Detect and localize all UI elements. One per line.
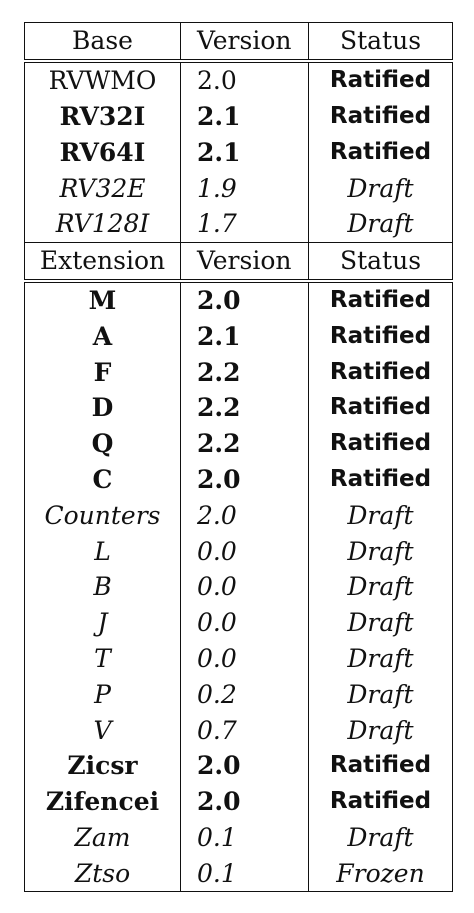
cell-status: Ratified	[309, 784, 453, 820]
cell-version: 2.0	[181, 497, 309, 533]
cell-version: 2.2	[181, 426, 309, 462]
cell-version: 2.2	[181, 354, 309, 390]
extension-row: C 2.0 Ratified	[25, 462, 453, 498]
cell-status: Ratified	[309, 462, 453, 498]
base-header-status: Status	[309, 23, 453, 61]
cell-name: T	[25, 641, 181, 677]
extension-row: B 0.0 Draft	[25, 569, 453, 605]
cell-version: 2.2	[181, 390, 309, 426]
cell-name: J	[25, 605, 181, 641]
cell-version: 2.0	[181, 61, 309, 99]
cell-version: 0.1	[181, 855, 309, 891]
extension-row: F 2.2 Ratified	[25, 354, 453, 390]
cell-status: Draft	[309, 712, 453, 748]
base-row: RV32E 1.9 Draft	[25, 170, 453, 206]
cell-version: 2.1	[181, 134, 309, 170]
extension-row: P 0.2 Draft	[25, 676, 453, 712]
cell-status: Ratified	[309, 426, 453, 462]
table-body: Base Version Status RVWMO 2.0 Ratified RV32…	[25, 23, 453, 892]
extension-header-row: Extension Version Status	[25, 242, 453, 280]
cell-version: 2.1	[181, 318, 309, 354]
cell-status: Draft	[309, 533, 453, 569]
cell-status: Draft	[309, 641, 453, 677]
cell-name: RV32E	[25, 170, 181, 206]
base-row: RV128I 1.7 Draft	[25, 206, 453, 242]
extension-row: J 0.0 Draft	[25, 605, 453, 641]
base-row: RVWMO 2.0 Ratified	[25, 61, 453, 99]
cell-status: Draft	[309, 820, 453, 856]
cell-name: F	[25, 354, 181, 390]
cell-name: RVWMO	[25, 61, 181, 99]
extension-header-version: Version	[181, 242, 309, 280]
cell-version: 2.1	[181, 99, 309, 135]
extension-row: M 2.0 Ratified	[25, 281, 453, 319]
extension-row: D 2.2 Ratified	[25, 390, 453, 426]
extension-row: Ztso 0.1 Frozen	[25, 855, 453, 891]
cell-status: Draft	[309, 170, 453, 206]
cell-version: 0.0	[181, 569, 309, 605]
cell-status: Draft	[309, 569, 453, 605]
cell-status: Ratified	[309, 134, 453, 170]
cell-name: RV128I	[25, 206, 181, 242]
cell-name: D	[25, 390, 181, 426]
cell-name: Ztso	[25, 855, 181, 891]
cell-name: Zicsr	[25, 748, 181, 784]
extension-row: V 0.7 Draft	[25, 712, 453, 748]
cell-version: 2.0	[181, 748, 309, 784]
cell-status: Ratified	[309, 354, 453, 390]
extension-row: Zam 0.1 Draft	[25, 820, 453, 856]
base-header-row: Base Version Status	[25, 23, 453, 61]
cell-status: Draft	[309, 206, 453, 242]
cell-name: P	[25, 676, 181, 712]
cell-version: 0.0	[181, 533, 309, 569]
cell-version: 0.0	[181, 605, 309, 641]
base-row: RV32I 2.1 Ratified	[25, 99, 453, 135]
cell-name: M	[25, 281, 181, 319]
cell-status: Ratified	[309, 390, 453, 426]
base-header-name: Base	[25, 23, 181, 61]
cell-version: 1.9	[181, 170, 309, 206]
extension-header-name: Extension	[25, 242, 181, 280]
cell-name: A	[25, 318, 181, 354]
cell-name: Zam	[25, 820, 181, 856]
extension-header-status: Status	[309, 242, 453, 280]
cell-name: Zifencei	[25, 784, 181, 820]
extension-row: T 0.0 Draft	[25, 641, 453, 677]
cell-version: 1.7	[181, 206, 309, 242]
cell-version: 0.1	[181, 820, 309, 856]
cell-status: Draft	[309, 676, 453, 712]
cell-version: 2.0	[181, 462, 309, 498]
extension-row: L 0.0 Draft	[25, 533, 453, 569]
extension-row: Q 2.2 Ratified	[25, 426, 453, 462]
base-row: RV64I 2.1 Ratified	[25, 134, 453, 170]
cell-version: 0.7	[181, 712, 309, 748]
cell-status: Draft	[309, 497, 453, 533]
base-header-version: Version	[181, 23, 309, 61]
cell-name: V	[25, 712, 181, 748]
cell-name: RV64I	[25, 134, 181, 170]
cell-status: Ratified	[309, 281, 453, 319]
cell-name: RV32I	[25, 99, 181, 135]
cell-status: Frozen	[309, 855, 453, 891]
cell-version: 0.2	[181, 676, 309, 712]
cell-status: Ratified	[309, 99, 453, 135]
cell-version: 2.0	[181, 784, 309, 820]
cell-status: Ratified	[309, 61, 453, 99]
cell-version: 2.0	[181, 281, 309, 319]
cell-name: C	[25, 462, 181, 498]
isa-status-table: Base Version Status RVWMO 2.0 Ratified RV32…	[24, 22, 453, 892]
extension-row: Counters 2.0 Draft	[25, 497, 453, 533]
cell-status: Ratified	[309, 318, 453, 354]
extension-row: Zifencei 2.0 Ratified	[25, 784, 453, 820]
extension-row: Zicsr 2.0 Ratified	[25, 748, 453, 784]
cell-status: Draft	[309, 605, 453, 641]
cell-name: Q	[25, 426, 181, 462]
cell-version: 0.0	[181, 641, 309, 677]
cell-status: Ratified	[309, 748, 453, 784]
cell-name: Counters	[25, 497, 181, 533]
extension-row: A 2.1 Ratified	[25, 318, 453, 354]
cell-name: L	[25, 533, 181, 569]
cell-name: B	[25, 569, 181, 605]
